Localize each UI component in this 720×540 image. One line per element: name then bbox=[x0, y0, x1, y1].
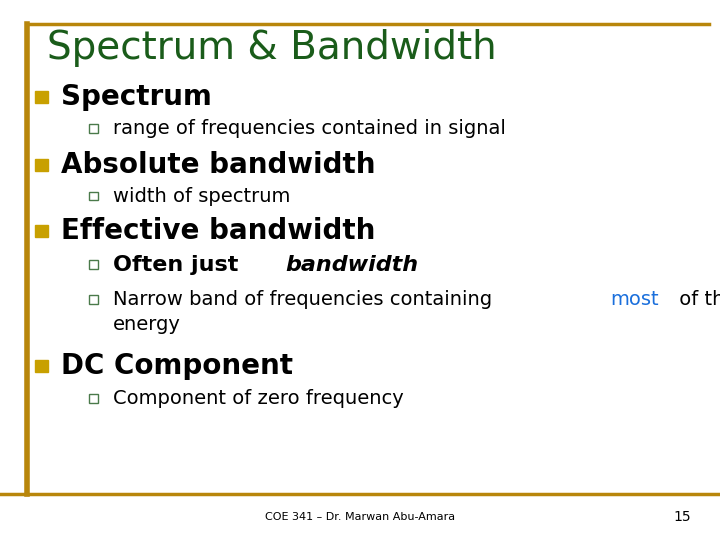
FancyBboxPatch shape bbox=[89, 192, 98, 200]
Text: energy: energy bbox=[113, 314, 181, 334]
FancyBboxPatch shape bbox=[35, 360, 48, 372]
FancyBboxPatch shape bbox=[89, 295, 98, 304]
FancyBboxPatch shape bbox=[89, 394, 98, 403]
Text: Narrow band of frequencies containing: Narrow band of frequencies containing bbox=[113, 290, 498, 309]
Text: of the: of the bbox=[673, 290, 720, 309]
FancyBboxPatch shape bbox=[89, 124, 98, 133]
Text: most: most bbox=[611, 290, 659, 309]
Text: Absolute bandwidth: Absolute bandwidth bbox=[61, 151, 376, 179]
FancyBboxPatch shape bbox=[35, 159, 48, 171]
Text: COE 341 – Dr. Marwan Abu-Amara: COE 341 – Dr. Marwan Abu-Amara bbox=[265, 512, 455, 522]
Text: Spectrum & Bandwidth: Spectrum & Bandwidth bbox=[47, 29, 496, 66]
Text: range of frequencies contained in signal: range of frequencies contained in signal bbox=[113, 119, 506, 138]
Text: DC Component: DC Component bbox=[61, 352, 293, 380]
FancyBboxPatch shape bbox=[35, 91, 48, 103]
FancyBboxPatch shape bbox=[35, 225, 48, 237]
Text: Spectrum: Spectrum bbox=[61, 83, 212, 111]
Text: Often just: Often just bbox=[113, 254, 246, 275]
Text: bandwidth: bandwidth bbox=[285, 254, 418, 275]
Text: width of spectrum: width of spectrum bbox=[113, 186, 290, 206]
Text: Component of zero frequency: Component of zero frequency bbox=[113, 389, 404, 408]
Text: 15: 15 bbox=[674, 510, 691, 524]
Text: Effective bandwidth: Effective bandwidth bbox=[61, 217, 376, 245]
FancyBboxPatch shape bbox=[89, 260, 98, 269]
